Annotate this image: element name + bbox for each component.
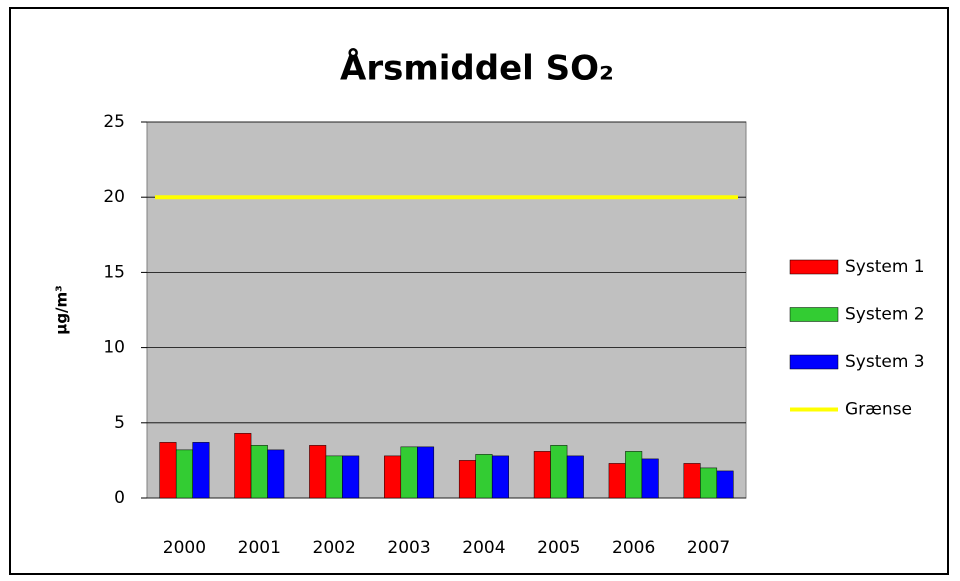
- y-tick-label: 0: [114, 488, 125, 508]
- bar: [716, 470, 734, 499]
- bar: [400, 446, 418, 499]
- bar: [267, 449, 285, 499]
- bar: [417, 446, 435, 499]
- bar: [159, 442, 177, 499]
- y-tick-label: 10: [103, 338, 125, 358]
- chart-title: Årsmiddel SO₂: [340, 48, 614, 89]
- y-tick-label: 5: [114, 413, 125, 433]
- bar: [175, 449, 193, 499]
- legend-swatch: [789, 307, 839, 322]
- x-tick-label: 2002: [313, 538, 356, 558]
- legend-swatch: [789, 354, 839, 370]
- bar: [475, 454, 493, 499]
- y-axis-label: μg/m³: [53, 285, 71, 334]
- y-tick-label: 20: [103, 187, 125, 207]
- x-tick-label: 2004: [462, 538, 505, 558]
- legend-label: System 2: [845, 305, 925, 325]
- bar: [625, 451, 643, 499]
- legend-label: Grænse: [845, 400, 912, 420]
- x-tick-label: 2006: [612, 538, 655, 558]
- y-tick-label: 25: [103, 112, 125, 132]
- bar: [192, 442, 210, 499]
- bar: [550, 445, 568, 499]
- bar: [250, 445, 268, 499]
- bar: [608, 463, 626, 499]
- bar: [683, 463, 701, 499]
- bar: [700, 467, 718, 499]
- x-tick-label: 2001: [238, 538, 281, 558]
- bar: [342, 455, 360, 499]
- bar: [491, 455, 509, 499]
- bar: [458, 460, 476, 499]
- legend-label: System 1: [845, 257, 925, 277]
- legend-swatch: [789, 259, 839, 275]
- x-tick-label: 2000: [163, 538, 206, 558]
- bar: [566, 455, 584, 499]
- bar: [641, 458, 659, 499]
- x-tick-label: 2005: [537, 538, 580, 558]
- y-tick-label: 15: [103, 262, 125, 282]
- legend-label: System 3: [845, 352, 925, 372]
- bar: [384, 455, 402, 499]
- bar: [325, 455, 343, 499]
- bar: [533, 451, 551, 499]
- bar: [309, 445, 327, 499]
- bar: [234, 433, 252, 499]
- x-tick-label: 2003: [387, 538, 430, 558]
- x-tick-label: 2007: [687, 538, 730, 558]
